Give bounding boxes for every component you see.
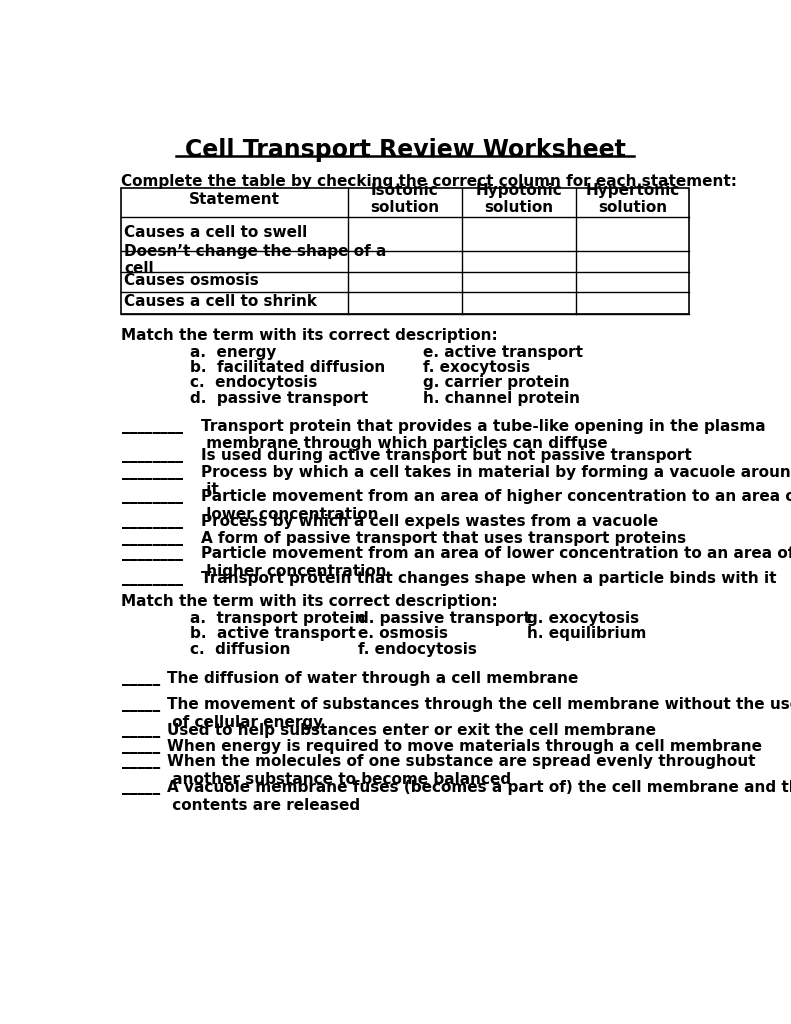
- Text: ________: ________: [122, 571, 184, 586]
- Text: Causes a cell to swell: Causes a cell to swell: [124, 224, 308, 240]
- Text: Transport protein that provides a tube-like opening in the plasma
 membrane thro: Transport protein that provides a tube-l…: [201, 419, 766, 451]
- Text: _____: _____: [122, 755, 161, 769]
- Text: The movement of substances through the cell membrane without the use
 of cellula: The movement of substances through the c…: [167, 697, 791, 730]
- Text: _____: _____: [122, 697, 161, 713]
- Text: Isotonic
solution: Isotonic solution: [370, 183, 440, 215]
- Text: c.  endocytosis: c. endocytosis: [191, 376, 318, 390]
- Text: When energy is required to move materials through a cell membrane: When energy is required to move material…: [167, 739, 762, 754]
- Text: d. passive transport: d. passive transport: [358, 611, 532, 626]
- Text: ________: ________: [122, 419, 184, 433]
- Text: Match the term with its correct description:: Match the term with its correct descript…: [120, 328, 498, 343]
- Text: g. carrier protein: g. carrier protein: [423, 376, 570, 390]
- Text: Is used during active transport but not passive transport: Is used during active transport but not …: [201, 447, 692, 463]
- Text: Particle movement from an area of higher concentration to an area of
 lower conc: Particle movement from an area of higher…: [201, 489, 791, 522]
- Text: Cell Transport Review Worksheet: Cell Transport Review Worksheet: [184, 137, 626, 162]
- Text: ________: ________: [122, 465, 184, 480]
- Text: g. exocytosis: g. exocytosis: [527, 611, 639, 626]
- Text: b.  facilitated diffusion: b. facilitated diffusion: [191, 360, 385, 375]
- Text: Causes osmosis: Causes osmosis: [124, 273, 259, 288]
- Text: f. exocytosis: f. exocytosis: [423, 360, 530, 375]
- Text: Hypertonic
solution: Hypertonic solution: [585, 183, 679, 215]
- Text: Process by which a cell takes in material by forming a vacuole around
 it: Process by which a cell takes in materia…: [201, 465, 791, 498]
- Text: Transport protein that changes shape when a particle binds with it: Transport protein that changes shape whe…: [201, 571, 777, 586]
- Text: The diffusion of water through a cell membrane: The diffusion of water through a cell me…: [167, 671, 578, 686]
- Text: ________: ________: [122, 547, 184, 561]
- Text: a.  transport protein: a. transport protein: [191, 611, 365, 626]
- Text: e. osmosis: e. osmosis: [358, 627, 448, 641]
- Text: Complete the table by checking the correct column for each statement:: Complete the table by checking the corre…: [120, 174, 736, 188]
- Text: h. channel protein: h. channel protein: [423, 391, 580, 406]
- Text: ________: ________: [122, 447, 184, 463]
- Text: Process by which a cell expels wastes from a vacuole: Process by which a cell expels wastes fr…: [201, 514, 658, 529]
- Text: ________: ________: [122, 514, 184, 529]
- Text: d.  passive transport: d. passive transport: [191, 391, 369, 406]
- Text: Used to help substances enter or exit the cell membrane: Used to help substances enter or exit th…: [167, 724, 656, 738]
- Text: Hypotonic
solution: Hypotonic solution: [475, 183, 562, 215]
- Text: e. active transport: e. active transport: [423, 345, 583, 359]
- Text: Particle movement from an area of lower concentration to an area of
 higher conc: Particle movement from an area of lower …: [201, 547, 791, 579]
- Text: a.  energy: a. energy: [191, 345, 277, 359]
- Text: ________: ________: [122, 489, 184, 505]
- Text: When the molecules of one substance are spread evenly throughout
 another substa: When the molecules of one substance are …: [167, 755, 755, 786]
- Text: c.  diffusion: c. diffusion: [191, 642, 291, 656]
- Text: A form of passive transport that uses transport proteins: A form of passive transport that uses tr…: [201, 531, 687, 546]
- Text: h. equilibrium: h. equilibrium: [527, 627, 646, 641]
- Text: _____: _____: [122, 780, 161, 796]
- Text: _____: _____: [122, 739, 161, 754]
- Text: Statement: Statement: [189, 191, 280, 207]
- Text: f. endocytosis: f. endocytosis: [358, 642, 478, 656]
- Text: _____: _____: [122, 724, 161, 738]
- Text: Causes a cell to shrink: Causes a cell to shrink: [124, 294, 317, 309]
- Text: Doesn’t change the shape of a
cell: Doesn’t change the shape of a cell: [124, 244, 387, 276]
- Text: A vacuole membrane fuses (becomes a part of) the cell membrane and the
 contents: A vacuole membrane fuses (becomes a part…: [167, 780, 791, 813]
- Text: _____: _____: [122, 671, 161, 686]
- Bar: [120, 187, 690, 313]
- Text: Match the term with its correct description:: Match the term with its correct descript…: [120, 594, 498, 609]
- Text: b.  active transport: b. active transport: [191, 627, 356, 641]
- Text: ________: ________: [122, 531, 184, 546]
